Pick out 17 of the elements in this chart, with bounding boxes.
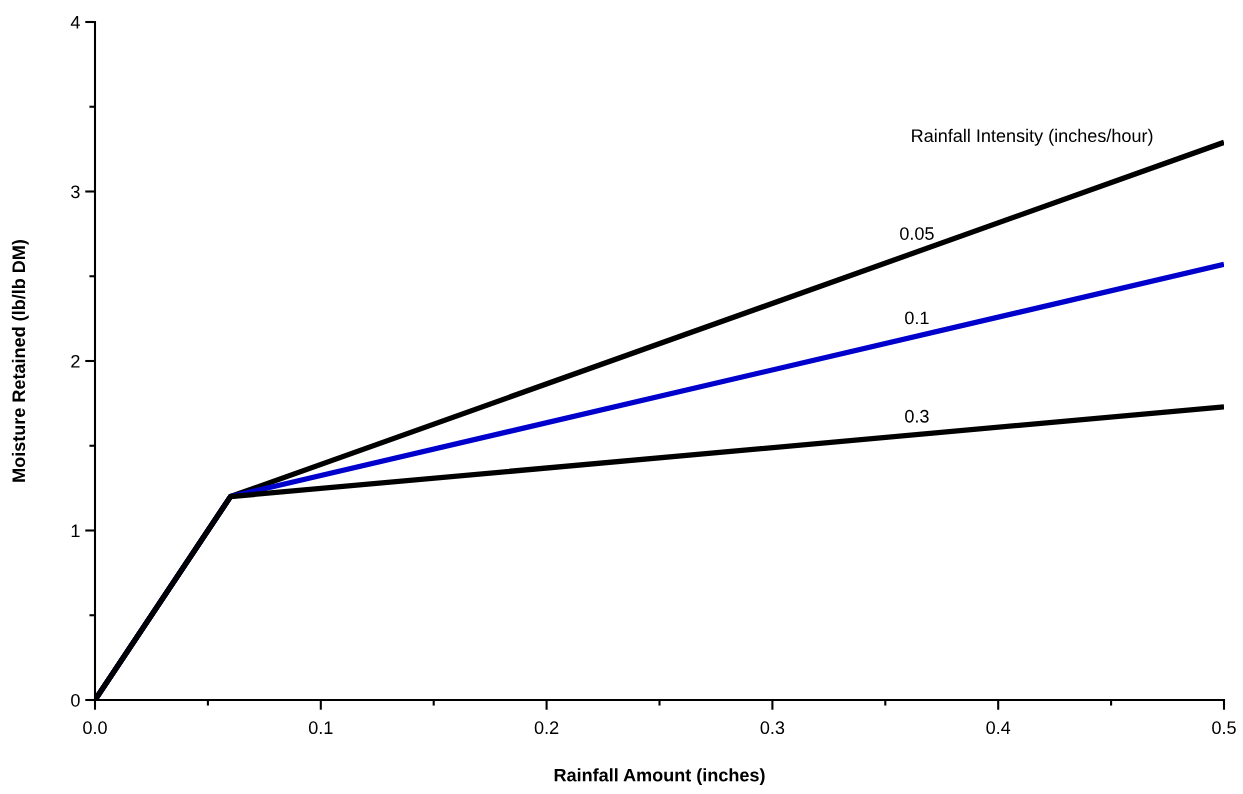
legend-title: Rainfall Intensity (inches/hour)	[912, 128, 1153, 146]
series-label: 0.05	[900, 227, 934, 240]
y-tick-label: 3	[71, 185, 80, 199]
y-tick-label: 0	[71, 693, 80, 707]
y-tick-label: 4	[70, 16, 80, 29]
y-tick-label: 2	[71, 354, 80, 368]
x-tick-label: 0.4	[986, 721, 1011, 735]
series-label: 0.1	[905, 311, 929, 325]
series-label: 0.3	[905, 409, 929, 423]
x-tick-label: 0.3	[760, 721, 785, 735]
y-axis-title: Moisture Retained (lb/lb DM)	[11, 240, 29, 482]
y-tick-label: 1	[71, 524, 80, 538]
x-tick-label: 0.5	[1212, 721, 1236, 735]
x-tick-label: 0.1	[308, 721, 333, 735]
x-tick-label: 0.2	[534, 721, 559, 735]
x-tick-label: 0.0	[83, 721, 107, 735]
x-axis-title: Rainfall Amount (inches)	[554, 768, 765, 786]
